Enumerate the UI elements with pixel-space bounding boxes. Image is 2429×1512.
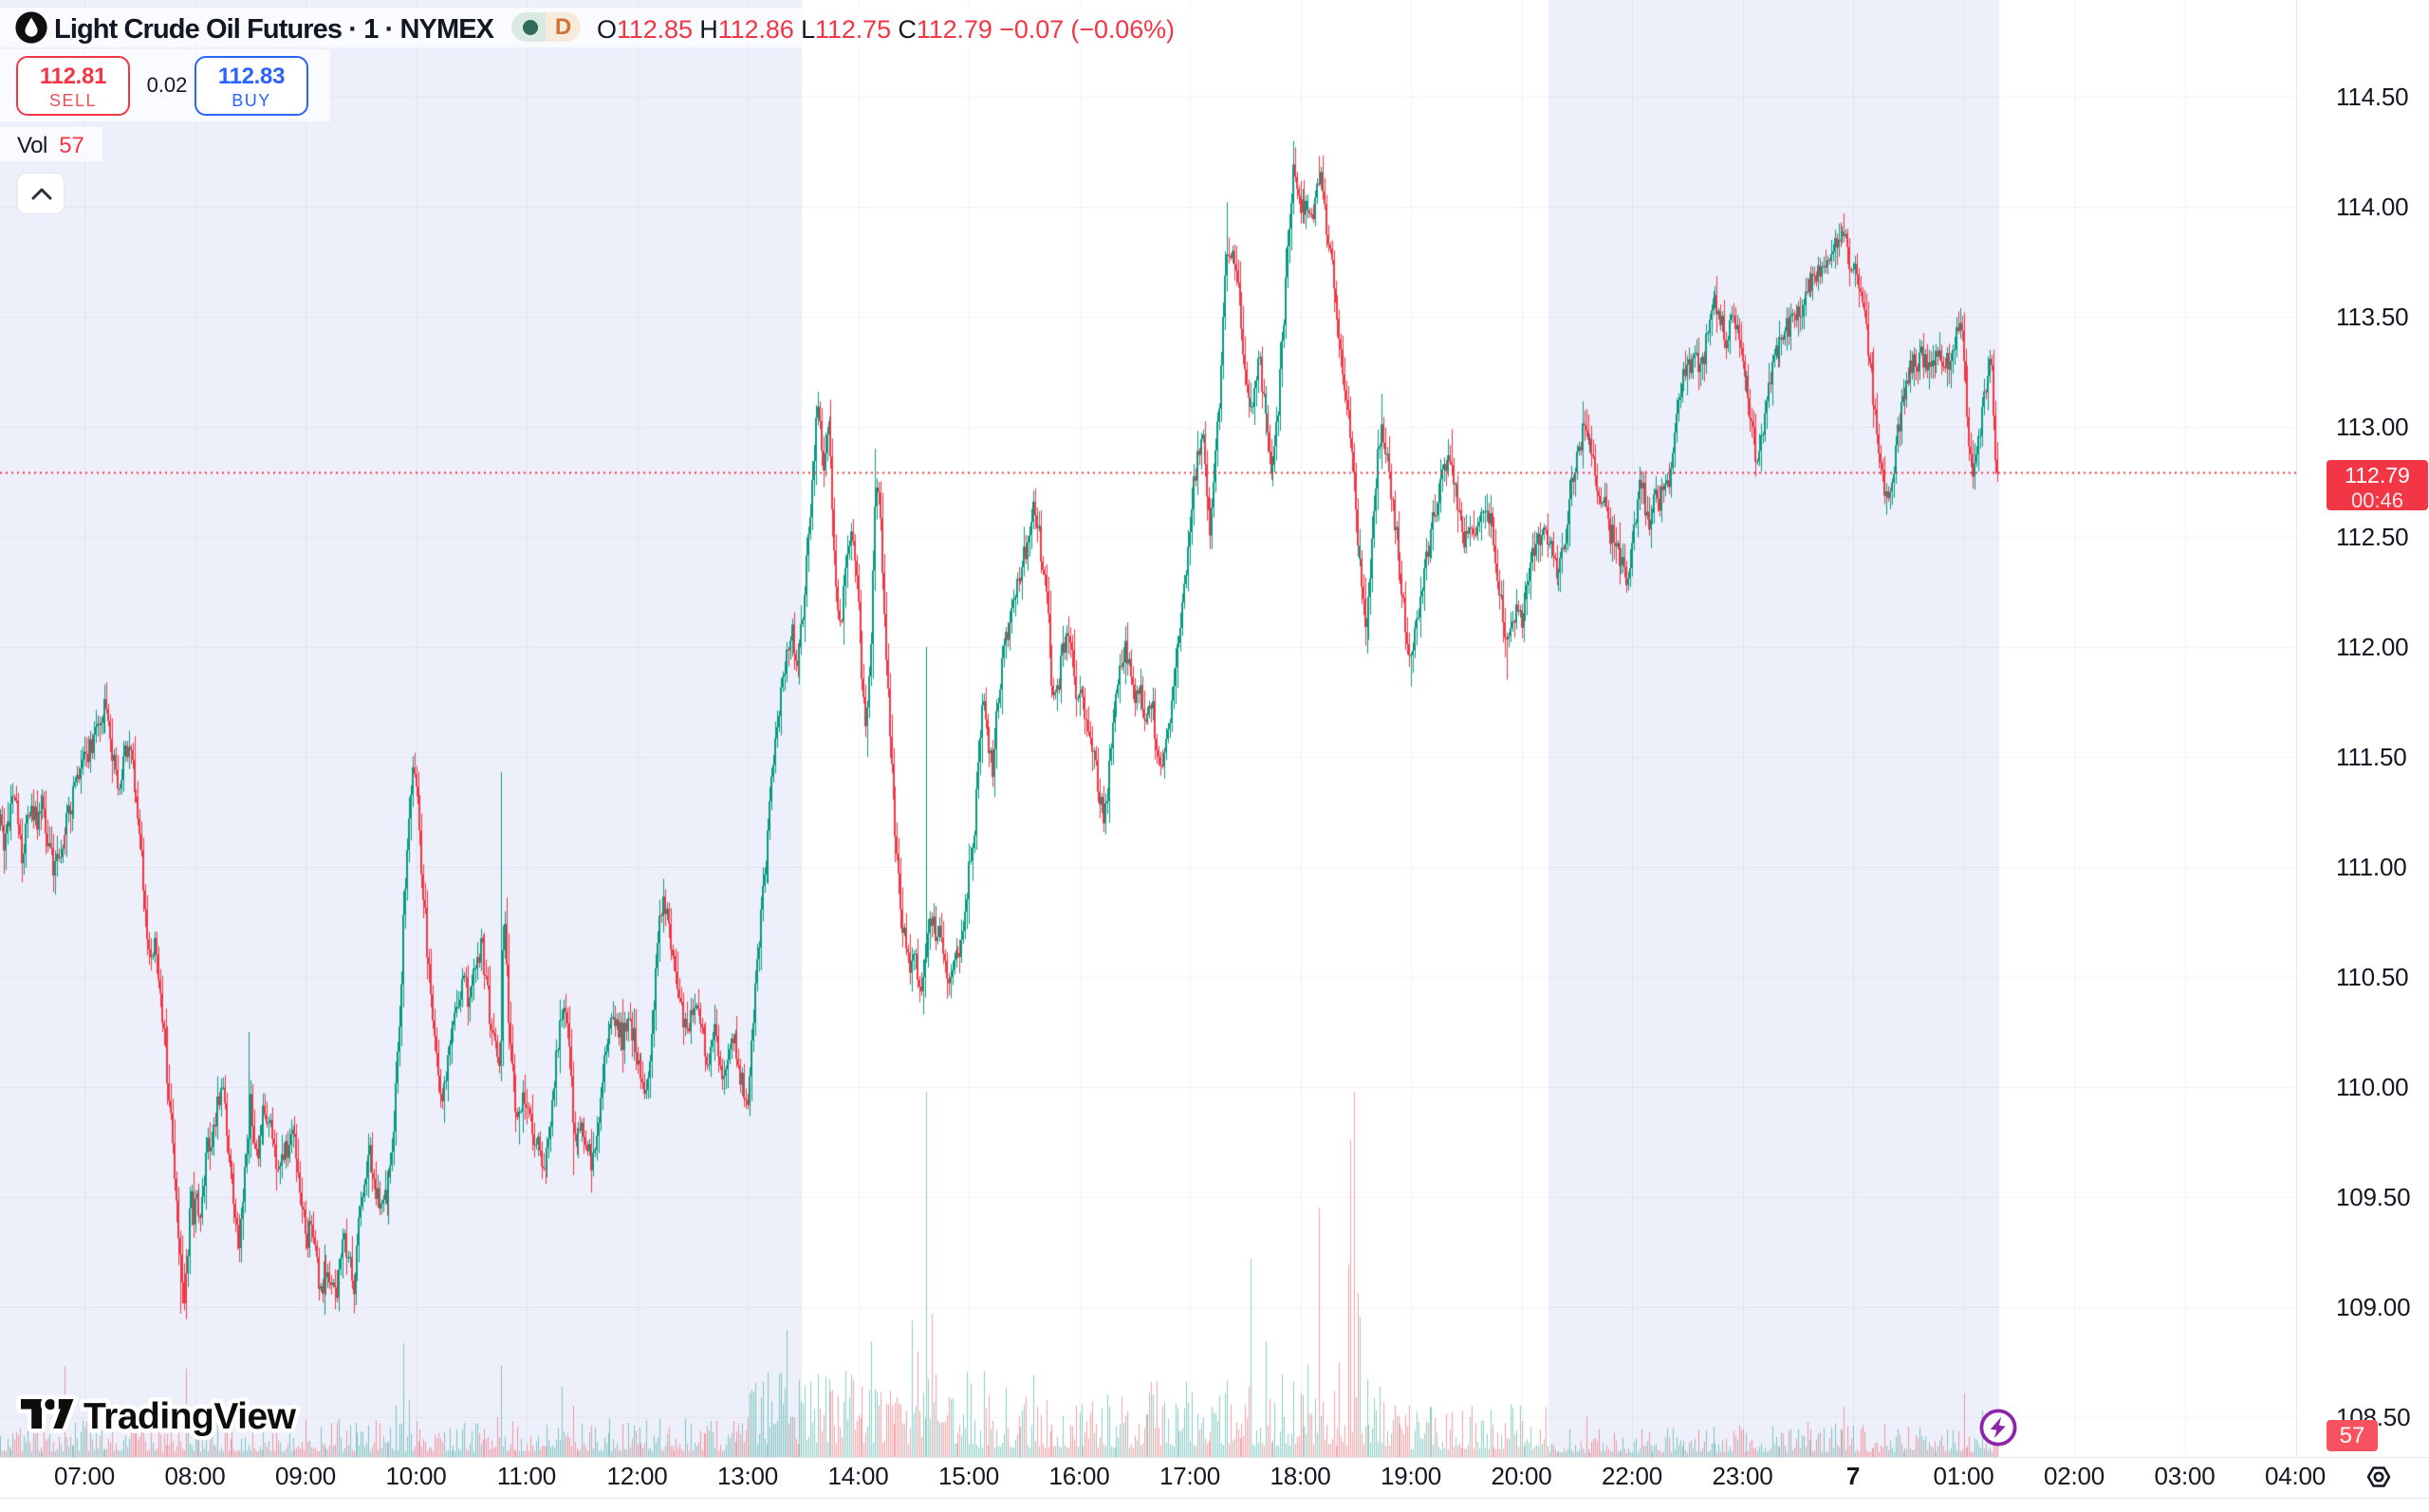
svg-text:TradingView: TradingView <box>83 1396 297 1437</box>
